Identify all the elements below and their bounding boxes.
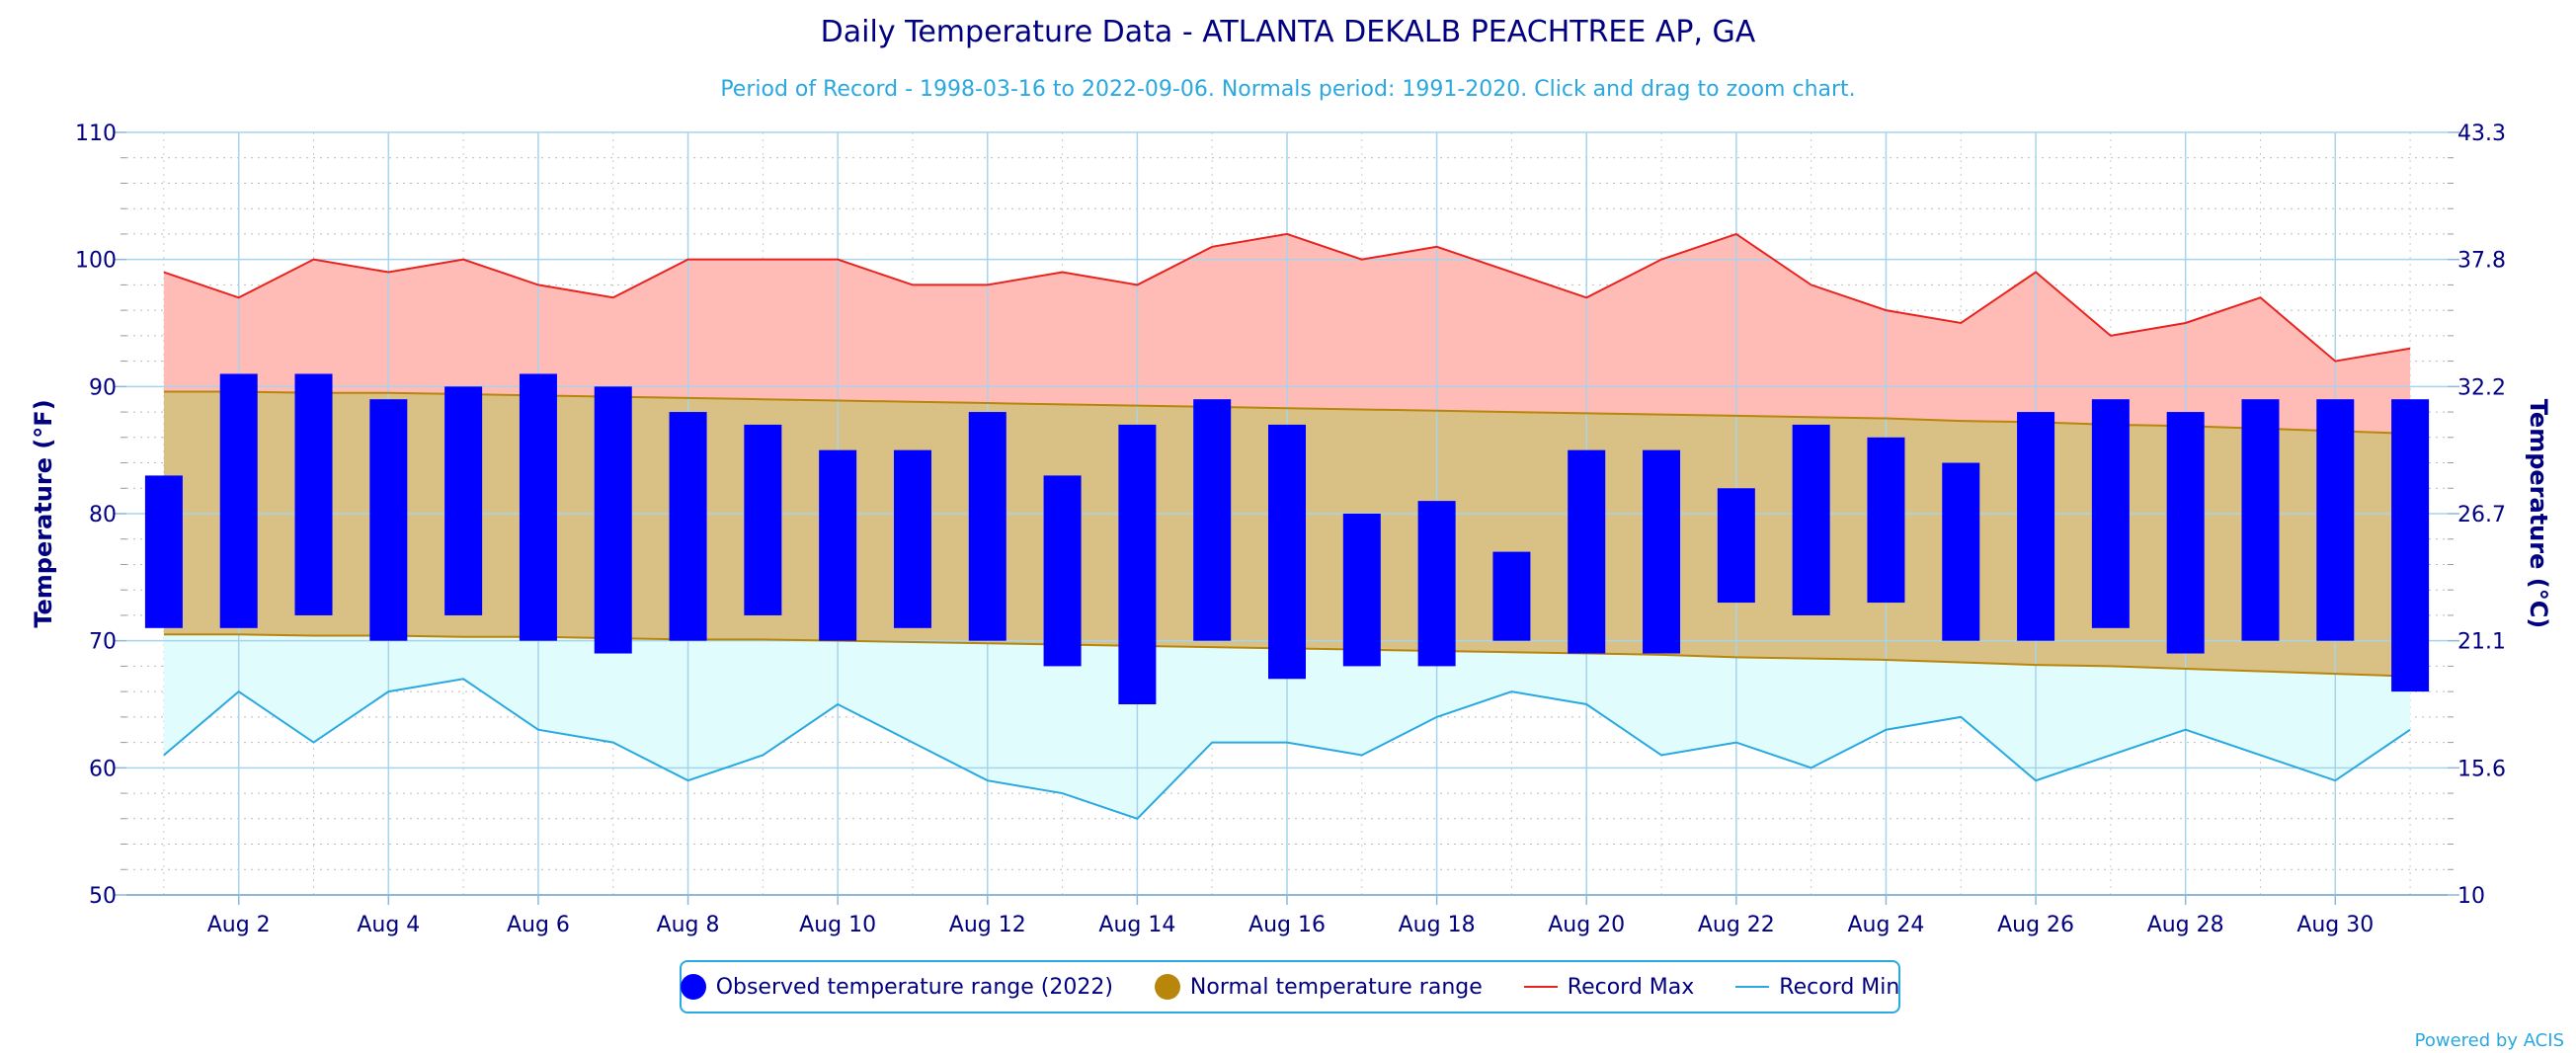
observed-bar	[519, 373, 557, 641]
y-tick-label-left: 50	[89, 884, 117, 909]
observed-bar	[1717, 488, 1755, 604]
chart-title: Daily Temperature Data - ATLANTA DEKALB …	[821, 15, 1756, 49]
observed-bar	[1643, 449, 1681, 654]
observed-bar	[744, 424, 782, 615]
observed-bar	[369, 399, 408, 641]
x-tick-label: Aug 8	[657, 913, 720, 937]
record-min-line-icon	[1735, 986, 1770, 988]
x-tick-label: Aug 22	[1698, 913, 1775, 937]
record-max-line	[163, 232, 2411, 363]
observed-bar	[2316, 399, 2355, 641]
x-tick-label: Aug 6	[507, 913, 570, 937]
observed-bar	[819, 449, 857, 641]
y-tick-label-left: 110	[75, 122, 117, 146]
observed-bar	[2241, 399, 2280, 641]
y-tick-label-right: 37.8	[2457, 249, 2506, 274]
x-tick-label: Aug 4	[357, 913, 420, 937]
legend-item-record-max[interactable]: Record Max	[1523, 974, 1695, 1000]
record-min-line	[163, 678, 2411, 820]
observed-bar	[2091, 399, 2130, 628]
observed-bar	[893, 449, 931, 628]
observed-bar	[1268, 424, 1306, 680]
legend-label-observed: Observed temperature range (2022)	[715, 974, 1113, 1000]
y-tick-label-right: 21.1	[2457, 630, 2506, 655]
x-tick-label: Aug 18	[1399, 913, 1476, 937]
x-tick-label: Aug 26	[1997, 913, 2074, 937]
x-tick-label: Aug 20	[1548, 913, 1625, 937]
observed-bar	[594, 386, 632, 654]
observed-bar	[1792, 424, 1830, 615]
powered-by-credit[interactable]: Powered by ACIS	[2414, 1030, 2564, 1051]
x-tick-label: Aug 12	[949, 913, 1026, 937]
chart-subtitle: Period of Record - 1998-03-16 to 2022-09…	[720, 77, 1855, 102]
y-tick-label-left: 100	[75, 249, 117, 274]
observed-bar	[1417, 501, 1456, 667]
legend-label-record-min: Record Min	[1779, 974, 1900, 1000]
legend-label-record-max: Record Max	[1567, 974, 1695, 1000]
y-tick-label-right: 32.2	[2457, 375, 2506, 400]
y-tick-label-right: 15.6	[2457, 757, 2506, 781]
observed-bar	[2391, 399, 2430, 692]
record-max-line-icon	[1523, 986, 1558, 988]
x-tick-label: Aug 24	[1847, 913, 1924, 937]
x-tick-label: Aug 14	[1098, 913, 1175, 937]
x-tick-label: Aug 30	[2296, 913, 2374, 937]
y-tick-label-right: 10	[2457, 884, 2485, 909]
observed-bar	[294, 373, 333, 615]
y-tick-label-left: 70	[89, 630, 117, 655]
observed-bar	[1342, 514, 1381, 667]
observed-bar	[669, 412, 707, 641]
legend-item-record-min[interactable]: Record Min	[1735, 975, 1899, 1000]
observed-bar	[1867, 437, 1905, 604]
observed-bar	[968, 412, 1006, 641]
y-tick-label-left: 80	[89, 503, 117, 527]
y-tick-label-left: 60	[89, 757, 117, 781]
legend-label-normal: Normal temperature range	[1189, 974, 1483, 1000]
observed-bar	[444, 386, 483, 615]
observed-bar	[1492, 551, 1531, 641]
x-tick-label: Aug 16	[1248, 913, 1326, 937]
x-tick-label: Aug 28	[2147, 913, 2224, 937]
observed-bar	[219, 373, 258, 628]
observed-bar	[1043, 475, 1082, 667]
y-axis-label-right: Temperature (°C)	[2525, 399, 2552, 629]
observed-bar	[2166, 412, 2205, 654]
y-tick-label-left: 90	[89, 375, 117, 400]
normal-dot-icon	[1154, 974, 1180, 1000]
x-tick-label: Aug 2	[207, 913, 271, 937]
legend-item-observed[interactable]: Observed temperature range (2022)	[680, 974, 1113, 1000]
y-axis-label-left: Temperature (°F)	[30, 399, 57, 627]
observed-bar	[1118, 424, 1157, 704]
observed-bar	[1568, 449, 1606, 654]
observed-dot-icon	[680, 974, 706, 1000]
legend-item-normal[interactable]: Normal temperature range	[1154, 974, 1483, 1000]
observed-bar	[1193, 399, 1232, 641]
chart-legend: Observed temperature range (2022) Normal…	[680, 960, 1900, 1013]
y-tick-label-right: 26.7	[2457, 503, 2506, 527]
observed-bar	[144, 475, 183, 628]
observed-bar	[1942, 462, 1980, 641]
x-tick-label: Aug 10	[799, 913, 876, 937]
observed-bar	[2017, 412, 2055, 641]
y-tick-label-right: 43.3	[2457, 122, 2506, 146]
